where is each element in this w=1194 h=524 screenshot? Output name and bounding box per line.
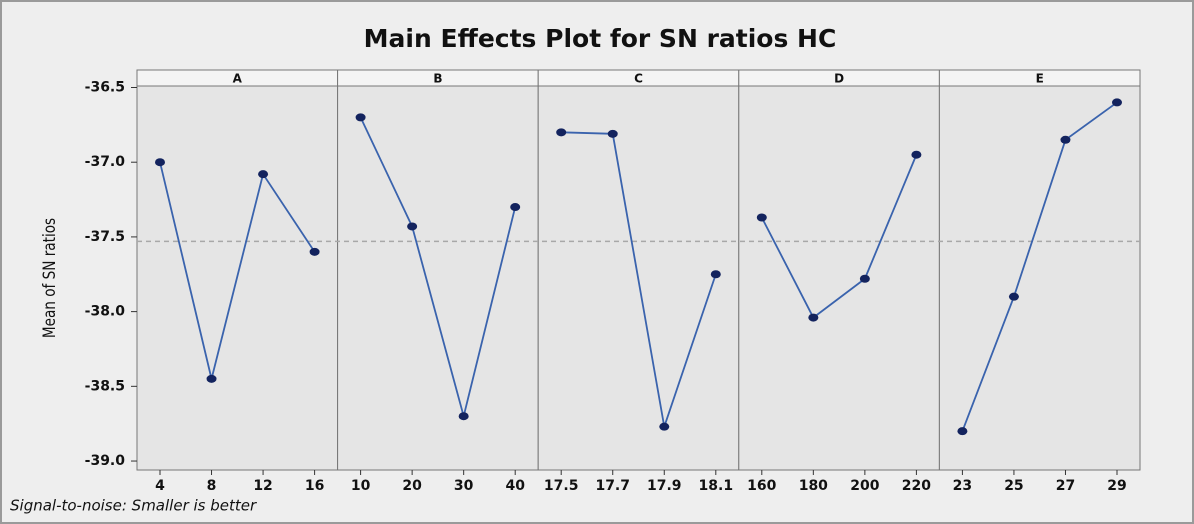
effect-line (159, 161, 316, 380)
y-tick-label: -37.0 (85, 154, 126, 170)
effect-point (206, 374, 217, 383)
x-tick-label: 18.1 (699, 478, 734, 494)
effect-point (458, 412, 469, 421)
x-tick-label: 200 (850, 478, 879, 494)
x-tick-label: 16 (305, 478, 324, 494)
y-tick-label: -37.5 (85, 229, 125, 245)
panel-plot (337, 85, 539, 471)
x-tick-label: 40 (505, 478, 525, 494)
effect-point (607, 129, 618, 138)
effect-point (407, 222, 418, 231)
x-tick-label: 25 (1004, 478, 1023, 494)
panel-label: B (433, 72, 442, 86)
effect-point (510, 203, 521, 212)
effect-point (309, 247, 320, 256)
y-tick-label: -38.5 (85, 378, 125, 394)
effect-point (155, 158, 165, 167)
chart-title: Main Effects Plot for SN ratios HC (364, 24, 837, 53)
effect-point (808, 313, 819, 322)
effect-line (760, 154, 918, 319)
effect-point (957, 427, 968, 436)
y-tick-label: -39.0 (85, 453, 126, 469)
y-tick-label: -38.0 (85, 304, 126, 320)
x-tick-label: 17.5 (544, 478, 579, 494)
x-tick-label: 20 (402, 478, 422, 494)
panel-label: E (1036, 72, 1044, 86)
x-tick-label: 29 (1107, 478, 1126, 494)
x-tick-label: 180 (799, 478, 828, 494)
effect-point (911, 150, 922, 159)
x-tick-label: 10 (351, 478, 371, 494)
effect-point (710, 270, 721, 279)
effect-point (355, 113, 366, 122)
effect-line (359, 116, 517, 420)
x-tick-label: 17.7 (595, 478, 630, 494)
effect-point (859, 274, 870, 283)
effect-point (556, 128, 567, 137)
x-tick-label: 27 (1056, 478, 1075, 494)
x-tick-label: 220 (902, 478, 931, 494)
effect-line (961, 101, 1118, 432)
x-tick-label: 17.9 (647, 478, 682, 494)
y-axis-label: Mean of SN ratios (40, 218, 60, 338)
effect-point (1008, 292, 1019, 301)
effect-point (1060, 135, 1071, 144)
y-tick-label: -36.5 (85, 79, 125, 95)
footnote: Signal-to-noise: Smaller is better (10, 497, 257, 515)
effect-line (561, 131, 717, 427)
x-tick-label: 4 (155, 478, 165, 494)
effect-point (1112, 98, 1122, 107)
effect-point (756, 213, 767, 222)
x-tick-label: 160 (747, 478, 776, 494)
panel-label: A (233, 72, 243, 86)
panel-plot (738, 85, 940, 471)
effect-point (258, 170, 269, 179)
x-tick-label: 8 (207, 478, 217, 494)
effect-point (659, 422, 670, 431)
x-tick-label: 23 (953, 478, 972, 494)
x-tick-label: 12 (253, 478, 272, 494)
panel-label: D (834, 72, 844, 86)
panel-label: C (634, 72, 643, 86)
x-tick-label: 30 (454, 478, 474, 494)
